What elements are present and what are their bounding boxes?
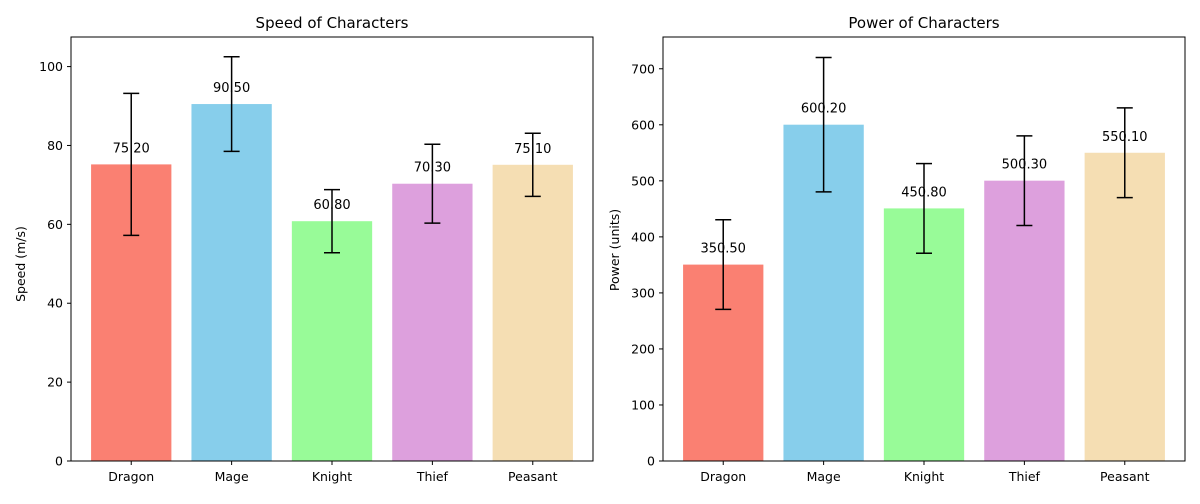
- error-bar: [916, 162, 932, 254]
- bar-value-label: 60.80: [313, 198, 350, 213]
- error-bar: [324, 188, 340, 254]
- bar-value-label: 75.20: [113, 141, 150, 156]
- y-tick-label: 40: [47, 296, 63, 311]
- y-tick-label: 200: [631, 341, 655, 356]
- y-tick-label: 700: [631, 61, 655, 76]
- bar-value-label: 350.50: [700, 242, 746, 257]
- bar-thief: [984, 180, 1065, 461]
- error-bar: [424, 143, 441, 224]
- bar-mage: [191, 104, 272, 462]
- error-bar: [1016, 135, 1033, 227]
- chart-title: Power of Characters: [848, 14, 999, 32]
- error-bar: [524, 132, 541, 198]
- y-tick-label: 80: [47, 138, 63, 153]
- bar-value-label: 600.20: [801, 102, 847, 117]
- bar-value-label: 500.30: [1002, 158, 1048, 173]
- x-tick-label: Peasant: [1100, 469, 1150, 484]
- y-tick-label: 60: [47, 217, 63, 232]
- x-tick-label: Mage: [807, 469, 841, 484]
- y-tick-label: 100: [39, 59, 63, 74]
- y-tick-label: 0: [647, 454, 655, 469]
- y-tick-label: 20: [47, 375, 63, 390]
- bar-value-label: 450.80: [901, 185, 947, 200]
- power-chart: Power of Characters Power (units) 350.50…: [607, 14, 1186, 484]
- error-bar: [1116, 107, 1133, 199]
- x-tick-label: Dragon: [700, 469, 746, 484]
- bar-value-label: 70.30: [414, 161, 451, 176]
- error-bar: [123, 92, 140, 237]
- y-tick-label: 300: [631, 285, 655, 300]
- bar-value-label: 550.10: [1102, 130, 1148, 145]
- bar-peasant: [492, 164, 573, 461]
- error-bar: [223, 55, 240, 153]
- y-tick-label: 600: [631, 117, 655, 132]
- x-tick-label: Knight: [312, 469, 352, 484]
- speed-chart: Speed of Characters Speed (m/s) 75.20 90.…: [13, 14, 594, 484]
- error-bar: [815, 56, 832, 193]
- x-tick-label: Peasant: [508, 469, 558, 484]
- y-tick-label: 100: [631, 397, 655, 412]
- bar-knight: [291, 221, 373, 461]
- bar-peasant: [1084, 152, 1165, 461]
- x-tick-label: Mage: [215, 469, 249, 484]
- bar-thief: [392, 183, 473, 461]
- bar-value-label: 75.10: [514, 142, 551, 157]
- x-tick-label: Thief: [1008, 469, 1041, 484]
- x-tick-label: Dragon: [108, 469, 154, 484]
- y-axis-label: Power (units): [607, 209, 622, 291]
- y-tick-label: 500: [631, 173, 655, 188]
- x-tick-label: Thief: [416, 469, 449, 484]
- y-axis-label: Speed (m/s): [13, 226, 28, 302]
- bar-value-label: 90.50: [213, 81, 250, 96]
- chart-title: Speed of Characters: [256, 14, 409, 32]
- y-tick-label: 0: [55, 454, 63, 469]
- error-bar: [715, 219, 732, 311]
- y-tick-label: 400: [631, 229, 655, 244]
- x-tick-label: Knight: [904, 469, 944, 484]
